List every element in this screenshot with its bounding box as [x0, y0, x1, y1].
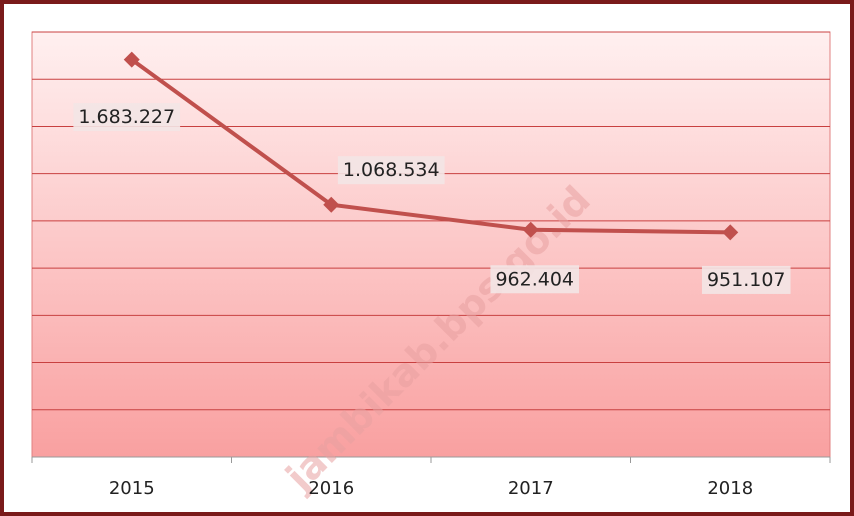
marker: [722, 224, 739, 241]
data-label: 1.683.227: [78, 106, 175, 128]
marker: [323, 196, 340, 213]
plot-area: [31, 31, 831, 458]
grid: [31, 31, 831, 463]
marker: [123, 51, 140, 68]
marker: [522, 221, 539, 238]
x-tick-label: 2018: [707, 478, 753, 499]
data-label-bg: [490, 265, 580, 294]
data-label-bg: [701, 265, 791, 294]
marks: 1.683.227 1.068.534 962.404 951.107: [73, 51, 791, 294]
line: [130, 57, 731, 235]
data-label: 1.068.534: [343, 159, 440, 181]
data-label-bg: [337, 156, 445, 185]
data-label-bg: [73, 103, 181, 132]
x-tick-label: 2015: [109, 478, 155, 499]
data-label: 962.404: [495, 268, 574, 290]
x-tick-label: 2016: [308, 478, 354, 499]
data-label: 951.107: [707, 269, 786, 291]
x-tick-label: 2017: [508, 478, 554, 499]
